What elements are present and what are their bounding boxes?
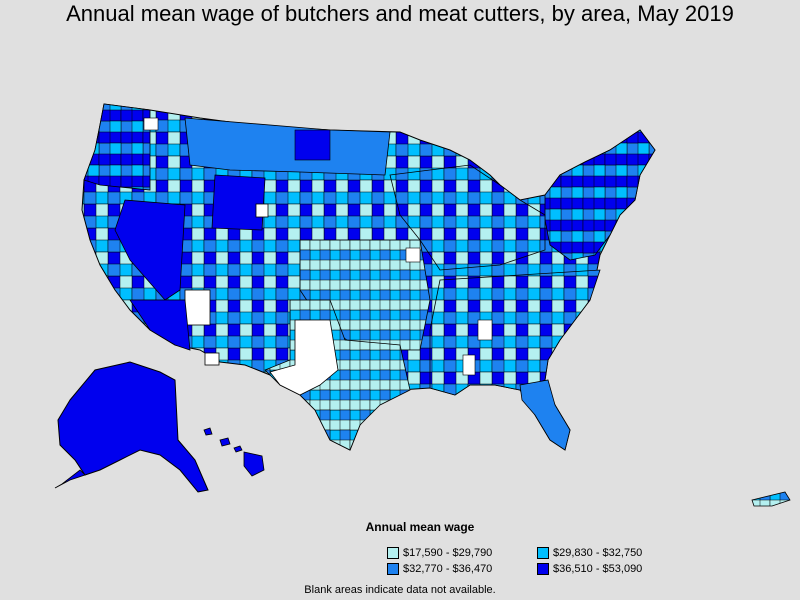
legend-item: $17,590 - $29,790 [387, 546, 537, 559]
no-data-area [269, 319, 339, 396]
legend-item: $32,770 - $36,470 [387, 562, 537, 575]
legend: $17,590 - $29,790 $29,830 - $32,750 $32,… [387, 546, 707, 575]
pacific-northwest-region [83, 103, 151, 191]
map-title: Annual mean wage of butchers and meat cu… [66, 1, 734, 26]
legend-swatch [387, 562, 399, 575]
no-data-area [405, 247, 421, 263]
legend-item: $29,830 - $32,750 [537, 546, 687, 559]
no-data-area [477, 319, 493, 341]
legend-label: $29,830 - $32,750 [553, 546, 643, 559]
hawaii-region [203, 427, 265, 477]
great-lakes-region [389, 164, 546, 271]
no-data-area [255, 203, 269, 218]
alaska-region [57, 361, 209, 493]
southeast-region [429, 269, 601, 396]
legend-label: $17,590 - $29,790 [403, 546, 493, 559]
puerto-rico-region [751, 491, 791, 507]
legend-swatch [537, 562, 549, 575]
dakota-dark-area [294, 129, 331, 161]
legend-swatch [537, 546, 549, 559]
legend-swatch [387, 546, 399, 559]
no-data-area [462, 354, 476, 376]
no-data-area [184, 289, 211, 326]
legend-item: $36,510 - $53,090 [537, 562, 687, 575]
footnote: Blank areas indicate data not available. [304, 584, 496, 596]
northern-plains-region [184, 117, 391, 176]
legend-title: Annual mean wage [365, 520, 475, 534]
legend-label: $36,510 - $53,090 [553, 562, 643, 575]
no-data-area [204, 352, 220, 366]
no-data-area [143, 117, 159, 131]
northeast-region [544, 129, 656, 261]
alaska-peninsula [54, 469, 86, 489]
florida-region [519, 379, 571, 451]
southwest-region [129, 299, 191, 351]
legend-label: $32,770 - $36,470 [403, 562, 493, 575]
wyoming-region [211, 174, 266, 231]
